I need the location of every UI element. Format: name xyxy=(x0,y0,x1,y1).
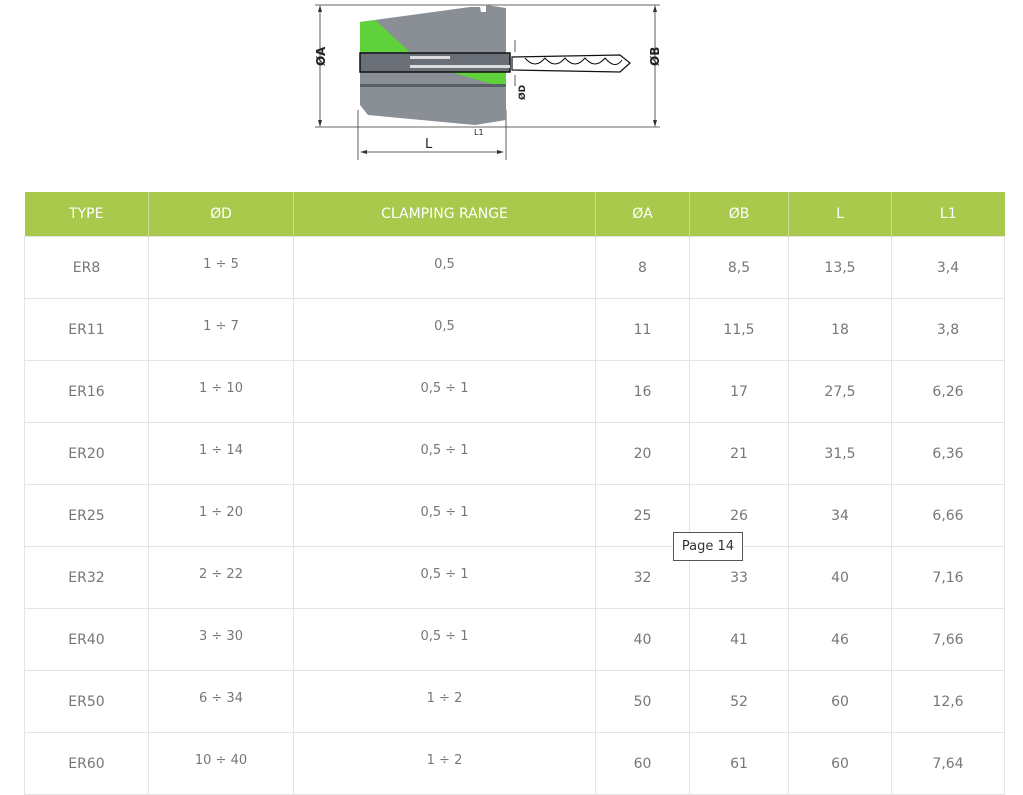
cell-clamping-range: 0,5 xyxy=(293,298,596,361)
cell-diameter-b: 11,5 xyxy=(689,298,789,361)
cell-clamping-range: 0,5 ÷ 1 xyxy=(293,608,596,671)
collet-diagram: ØA ØB ØD L L1 xyxy=(314,4,662,160)
header-diameter-d: ØD xyxy=(148,192,294,237)
cell-type: ER8 xyxy=(24,236,149,299)
table-row: ER40 3 ÷ 30 0,5 ÷ 1 40 41 46 7,66 xyxy=(24,608,1005,671)
cell-type: ER16 xyxy=(24,360,149,423)
cell-l1: 6,26 xyxy=(891,360,1005,423)
cell-type: ER50 xyxy=(24,670,149,733)
cell-clamping-range: 0,5 xyxy=(293,236,596,299)
cell-type: ER25 xyxy=(24,484,149,547)
cell-diameter-b: 52 xyxy=(689,670,789,733)
cell-l1: 7,16 xyxy=(891,546,1005,609)
cell-diameter-d: 1 ÷ 7 xyxy=(148,298,294,361)
cell-length: 31,5 xyxy=(788,422,892,485)
cell-diameter-d: 2 ÷ 22 xyxy=(148,546,294,609)
table-row: ER20 1 ÷ 14 0,5 ÷ 1 20 21 31,5 6,36 xyxy=(24,422,1005,485)
cell-diameter-d: 1 ÷ 20 xyxy=(148,484,294,547)
cell-diameter-d: 6 ÷ 34 xyxy=(148,670,294,733)
cell-clamping-range: 0,5 ÷ 1 xyxy=(293,484,596,547)
cell-l1: 6,66 xyxy=(891,484,1005,547)
table-row: ER8 1 ÷ 5 0,5 8 8,5 13,5 3,4 xyxy=(24,236,1005,299)
cell-l1: 12,6 xyxy=(891,670,1005,733)
cell-diameter-d: 1 ÷ 10 xyxy=(148,360,294,423)
cell-diameter-a: 8 xyxy=(595,236,690,299)
table-header-row: TYPE ØD CLAMPING RANGE ØA ØB L L1 xyxy=(24,192,1005,237)
label-diameter-a: ØA xyxy=(314,46,328,66)
header-diameter-a: ØA xyxy=(595,192,690,237)
cell-diameter-a: 50 xyxy=(595,670,690,733)
label-diameter-b: ØB xyxy=(648,47,662,66)
header-diameter-b: ØB xyxy=(689,192,789,237)
cell-clamping-range: 1 ÷ 2 xyxy=(293,670,596,733)
collet-spec-table: TYPE ØD CLAMPING RANGE ØA ØB L L1 ER8 1 ÷ 5 0,5 8… xyxy=(24,192,1005,795)
cell-l1: 3,4 xyxy=(891,236,1005,299)
cell-diameter-b: 41 xyxy=(689,608,789,671)
cell-diameter-a: 20 xyxy=(595,422,690,485)
cell-diameter-b: 17 xyxy=(689,360,789,423)
cell-diameter-b: 8,5 xyxy=(689,236,789,299)
cell-l1: 3,8 xyxy=(891,298,1005,361)
page-tooltip: Page 14 xyxy=(673,532,743,561)
cell-clamping-range: 0,5 ÷ 1 xyxy=(293,422,596,485)
label-diameter-d: ØD xyxy=(517,85,528,100)
green-slot-top xyxy=(360,20,410,52)
cell-diameter-a: 11 xyxy=(595,298,690,361)
header-length: L xyxy=(788,192,892,237)
table-row: ER11 1 ÷ 7 0,5 11 11,5 18 3,8 xyxy=(24,298,1005,361)
cell-l1: 6,36 xyxy=(891,422,1005,485)
table-row: ER16 1 ÷ 10 0,5 ÷ 1 16 17 27,5 6,26 xyxy=(24,360,1005,423)
cell-type: ER32 xyxy=(24,546,149,609)
header-clamping-range: CLAMPING RANGE xyxy=(293,192,596,237)
cell-diameter-d: 1 ÷ 5 xyxy=(148,236,294,299)
cell-diameter-a: 16 xyxy=(595,360,690,423)
cell-length: 40 xyxy=(788,546,892,609)
cell-diameter-b: 21 xyxy=(689,422,789,485)
cell-length: 18 xyxy=(788,298,892,361)
cell-length: 34 xyxy=(788,484,892,547)
cell-length: 27,5 xyxy=(788,360,892,423)
cell-length: 60 xyxy=(788,670,892,733)
header-l1: L1 xyxy=(891,192,1005,237)
cell-clamping-range: 0,5 ÷ 1 xyxy=(293,546,596,609)
cell-type: ER40 xyxy=(24,608,149,671)
label-length: L xyxy=(425,137,433,152)
cell-length: 46 xyxy=(788,608,892,671)
cell-type: ER11 xyxy=(24,298,149,361)
header-type: TYPE xyxy=(24,192,149,237)
cell-clamping-range: 0,5 ÷ 1 xyxy=(293,360,596,423)
label-l1: L1 xyxy=(474,128,484,137)
cell-diameter-d: 1 ÷ 14 xyxy=(148,422,294,485)
cell-type: ER20 xyxy=(24,422,149,485)
cell-length: 13,5 xyxy=(788,236,892,299)
cell-diameter-d: 3 ÷ 30 xyxy=(148,608,294,671)
table-row: ER50 6 ÷ 34 1 ÷ 2 50 52 60 12,6 xyxy=(24,670,1005,733)
cell-diameter-a: 40 xyxy=(595,608,690,671)
table-row: ER25 1 ÷ 20 0,5 ÷ 1 25 26 34 6,66 xyxy=(24,484,1005,547)
cell-l1: 7,66 xyxy=(891,608,1005,671)
table-row: ER32 2 ÷ 22 0,5 ÷ 1 32 33 40 7,16 xyxy=(24,546,1005,609)
